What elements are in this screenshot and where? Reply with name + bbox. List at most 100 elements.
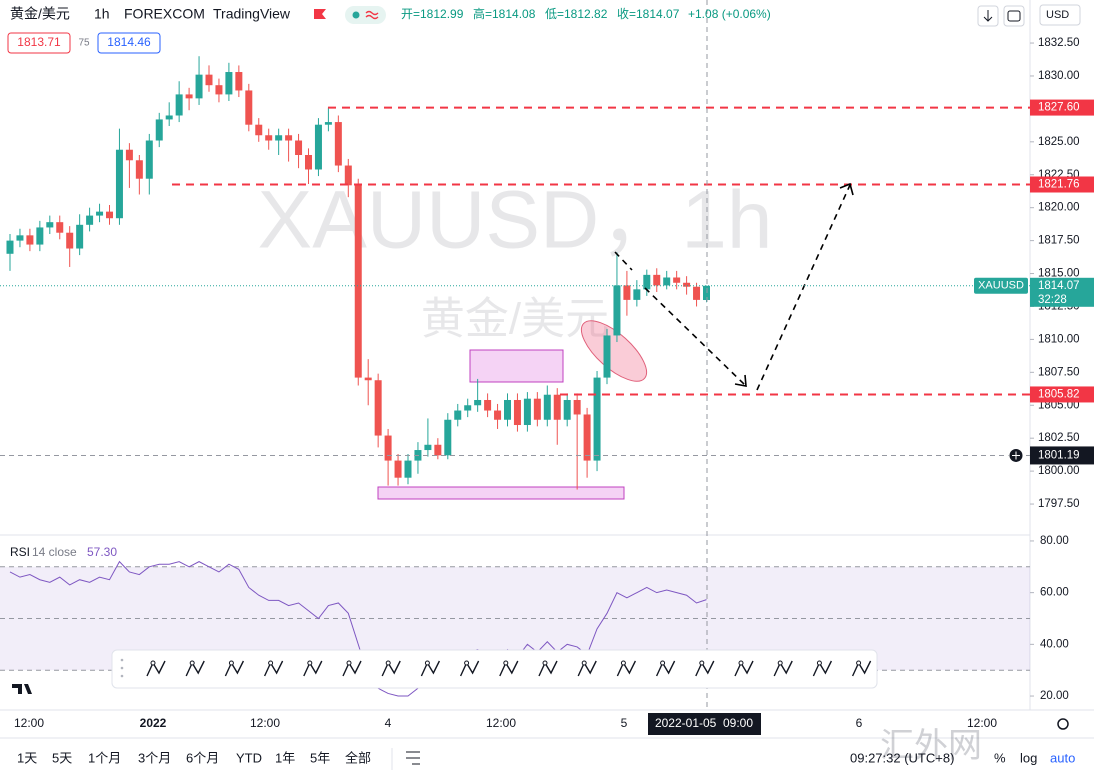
- y-tick-label: 1807.50: [1038, 366, 1080, 378]
- rsi-line: [9, 560, 707, 697]
- candle-body: [484, 399, 492, 411]
- range-button[interactable]: 5年: [310, 750, 330, 765]
- download-icon: [983, 10, 993, 22]
- toolbar-bg: [111, 649, 878, 689]
- tool-icon: [342, 660, 362, 677]
- y-tick-label: 1817.50: [1038, 235, 1080, 247]
- candle-body: [314, 124, 322, 170]
- arrow-head: [839, 182, 854, 196]
- projection-arrow: [614, 251, 633, 271]
- auto-toggle[interactable]: auto: [1050, 750, 1075, 765]
- candle-body: [6, 240, 14, 254]
- spread: 75: [78, 38, 90, 49]
- range-button[interactable]: 5天: [52, 750, 72, 765]
- tool-icon: [459, 660, 480, 677]
- status-dot: [352, 11, 360, 19]
- candle-body: [115, 149, 123, 219]
- ask-box[interactable]: [97, 32, 161, 54]
- tool-node: [228, 660, 234, 666]
- candle-body: [434, 444, 442, 456]
- candle-body: [265, 135, 273, 141]
- candle-body: [613, 285, 621, 336]
- range-button[interactable]: 6个月: [186, 750, 219, 765]
- status-wave: [365, 10, 379, 20]
- ohlc-item: 收=1814.07: [617, 7, 680, 21]
- candle-body: [235, 72, 243, 91]
- fullscreen-icon: [1007, 10, 1021, 22]
- x-tick-label: 12:00: [250, 716, 280, 730]
- candle-body: [215, 85, 223, 95]
- candle-body: [424, 444, 432, 451]
- range-button[interactable]: 1天: [17, 750, 37, 765]
- tool-node: [777, 660, 783, 666]
- candle-body: [494, 410, 502, 420]
- btn-fullscreen[interactable]: [1003, 5, 1025, 27]
- candle-body: [86, 215, 94, 225]
- candle-body: [523, 398, 531, 426]
- ohlc-item: +1.08 (+0.06%): [688, 7, 771, 21]
- y-tick-label: 1832.50: [1038, 37, 1080, 49]
- range-button[interactable]: 1年: [275, 750, 295, 765]
- tool-node: [581, 660, 587, 666]
- tool-node: [816, 660, 822, 666]
- tool-icon: [812, 660, 833, 677]
- level-label: 1827.60: [1038, 102, 1080, 114]
- tool-node: [503, 660, 509, 666]
- header-source: TradingView: [213, 6, 291, 22]
- tool-node: [464, 660, 470, 666]
- candle-body: [474, 399, 482, 406]
- compare-icon[interactable]: [406, 751, 420, 765]
- candle-body: [683, 282, 691, 287]
- candle-body: [364, 377, 372, 381]
- header-interval: 1h: [94, 6, 110, 22]
- countdown: 32:28: [1038, 294, 1067, 306]
- site-watermark: 汇外网: [880, 727, 982, 765]
- tool-icon: [538, 660, 558, 677]
- y-tick-label: 1797.50: [1038, 498, 1080, 510]
- candle-body: [16, 235, 24, 241]
- rsi-name: RSI: [10, 545, 30, 559]
- log-toggle[interactable]: log: [1020, 750, 1037, 765]
- tool-icon: [263, 660, 284, 677]
- x-tick-label: 2022: [140, 716, 167, 730]
- y-tick-label: 20.00: [1040, 690, 1069, 702]
- y-tick-label: 1802.50: [1038, 432, 1080, 444]
- candle-body: [66, 232, 74, 249]
- watermark-main: XAUUSD，1h: [258, 175, 773, 266]
- last-price: 1814.07: [1038, 280, 1080, 292]
- range-button[interactable]: 1个月: [88, 750, 121, 765]
- candle-body: [643, 274, 651, 290]
- candle-body: [533, 398, 541, 420]
- y-tick-label: 1825.00: [1038, 136, 1080, 148]
- market-status: [345, 6, 386, 24]
- level-label-bg: [1030, 386, 1094, 403]
- bid-box[interactable]: [7, 32, 71, 54]
- tool-icon: [734, 660, 754, 677]
- currency-box[interactable]: [1039, 4, 1081, 26]
- candle-body: [603, 335, 611, 378]
- tool-node: [620, 660, 626, 666]
- settings-icon[interactable]: [1057, 718, 1069, 730]
- tool-icon: [499, 660, 519, 677]
- plus-icon: [1012, 451, 1020, 460]
- range-button[interactable]: 3个月: [138, 750, 171, 765]
- flag-icon[interactable]: [314, 9, 326, 19]
- candle-body: [145, 140, 153, 179]
- projection-arrow: [644, 287, 746, 386]
- tool-node: [660, 660, 666, 666]
- tool-node: [542, 660, 548, 666]
- candle-body: [135, 160, 143, 179]
- y-tick-label: 80.00: [1040, 535, 1069, 547]
- candle-body: [275, 135, 283, 141]
- candle-body: [195, 74, 203, 99]
- range-button[interactable]: 全部: [345, 750, 371, 765]
- grip-dot: [120, 666, 124, 670]
- candle-body: [464, 405, 472, 411]
- percent-toggle[interactable]: %: [994, 750, 1006, 765]
- x-tick-label: 5: [621, 716, 628, 730]
- y-tick-label: 1815.00: [1038, 268, 1080, 280]
- tool-icon: [381, 660, 401, 677]
- candle-body: [693, 286, 701, 300]
- watermark-sub: 黄金/美元: [421, 295, 609, 344]
- range-button[interactable]: YTD: [236, 750, 262, 765]
